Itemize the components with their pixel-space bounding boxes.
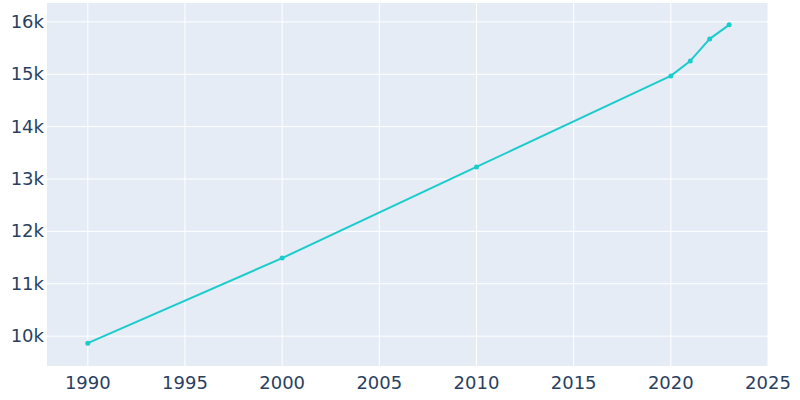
x-tick-label: 1995 — [162, 372, 208, 393]
plot-area — [47, 3, 768, 366]
x-tick-label: 2015 — [551, 372, 597, 393]
grid — [47, 3, 768, 366]
y-tick-label: 10k — [11, 325, 45, 346]
y-tick-label: 14k — [11, 116, 45, 137]
y-grid-line — [47, 21, 768, 22]
chart-svg: 1990 1995 2000 2005 2010 2015 2020 2025 10k 11k 12… — [0, 0, 800, 400]
line — [88, 25, 729, 343]
x-grid-line — [768, 3, 769, 366]
y-tick-label: 11k — [11, 273, 45, 294]
series — [85, 22, 731, 345]
point — [707, 36, 712, 41]
y-grid-line — [47, 179, 768, 180]
x-grid-line — [282, 3, 283, 366]
x-grid-line — [87, 3, 88, 366]
point — [474, 164, 479, 169]
x-tick-label: 2010 — [454, 372, 500, 393]
point — [668, 73, 673, 78]
x-tick-label: 1990 — [65, 372, 111, 393]
y-grid-line — [47, 336, 768, 337]
tick-labels: 1990 1995 2000 2005 2010 2015 2020 2025 10k 11k 12… — [11, 11, 791, 393]
x-tick-label: 2005 — [356, 372, 402, 393]
y-tick-label: 13k — [11, 168, 45, 189]
point — [688, 58, 693, 63]
y-grid-line — [47, 283, 768, 284]
point — [85, 341, 90, 346]
x-tick-label: 2025 — [745, 372, 791, 393]
point — [727, 22, 732, 27]
y-tick-label: 12k — [11, 220, 45, 241]
y-grid-line — [47, 126, 768, 127]
x-grid-line — [670, 3, 671, 366]
x-tick-label: 2000 — [259, 372, 305, 393]
y-grid-line — [47, 74, 768, 75]
y-tick-label: 15k — [11, 63, 45, 84]
x-grid-line — [184, 3, 185, 366]
point — [280, 256, 285, 261]
x-grid-line — [573, 3, 574, 366]
y-grid-line — [47, 231, 768, 232]
x-tick-label: 2020 — [648, 372, 694, 393]
chart-container: 1990 1995 2000 2005 2010 2015 2020 2025 10k 11k 12… — [0, 0, 800, 400]
y-tick-label: 16k — [11, 11, 45, 32]
x-grid-line — [476, 3, 477, 366]
x-grid-line — [379, 3, 380, 366]
